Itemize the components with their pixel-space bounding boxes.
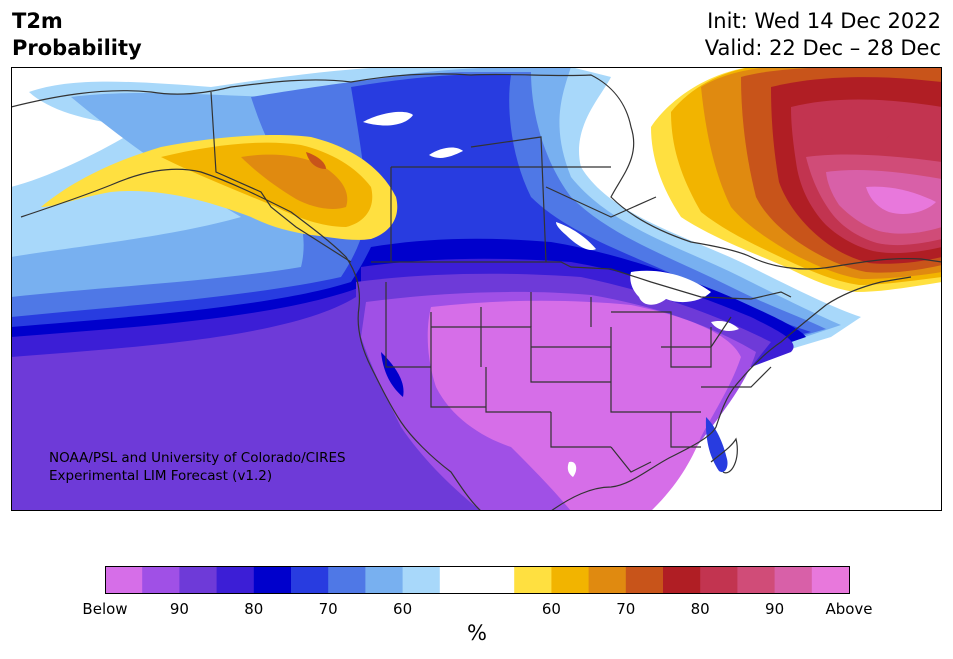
colorbar-swatch xyxy=(700,566,738,594)
credit-line-2: Experimental LIM Forecast (v1.2) xyxy=(49,468,273,484)
probability-map xyxy=(11,67,942,511)
colorbar-unit: % xyxy=(467,621,487,645)
colorbar-swatch xyxy=(514,566,552,594)
colorbar-swatch xyxy=(811,566,850,594)
below-normal-field xyxy=(11,67,861,511)
boundaries xyxy=(11,73,942,511)
map-title: T2m Probability xyxy=(12,8,142,62)
title-variable: T2m xyxy=(12,9,63,33)
colorbar-tick-label: 70 xyxy=(616,600,636,618)
colorbar-tick-label: 60 xyxy=(541,600,561,618)
colorbar-swatch xyxy=(774,566,813,594)
colorbar-tick-label: 90 xyxy=(169,600,189,618)
init-date: Init: Wed 14 Dec 2022 xyxy=(707,9,941,33)
colorbar-swatch xyxy=(142,566,180,594)
colorbar-swatch xyxy=(625,566,664,594)
above-normal-field-east xyxy=(651,67,942,292)
colorbar-tick-label: 90 xyxy=(765,600,785,618)
map-frame xyxy=(11,67,942,511)
colorbar-swatch xyxy=(402,566,441,594)
colorbar xyxy=(105,566,850,594)
colorbar-tick-label: 60 xyxy=(393,600,413,618)
lakes xyxy=(363,111,739,477)
colorbar-swatch xyxy=(291,566,329,594)
data-credit: NOAA/PSL and University of Colorado/CIRE… xyxy=(49,449,346,485)
colorbar-swatch xyxy=(439,566,478,594)
colorbar-swatch xyxy=(105,566,143,594)
colorbar-swatch xyxy=(253,566,292,594)
colorbar-swatch xyxy=(477,566,515,594)
colorbar-tick-label: Above xyxy=(825,600,873,618)
above-normal-field-west xyxy=(41,135,398,240)
forecast-dates: Init: Wed 14 Dec 2022 Valid: 22 Dec – 28… xyxy=(705,8,941,62)
colorbar-tick-label: Below xyxy=(82,600,128,618)
colorbar-tick-label: 80 xyxy=(690,600,710,618)
colorbar-swatch xyxy=(663,566,701,594)
colorbar-swatch xyxy=(179,566,218,594)
colorbar-swatch xyxy=(365,566,404,594)
colorbar-tick-label: 70 xyxy=(318,600,338,618)
title-quantity: Probability xyxy=(12,36,142,60)
colorbar-swatch xyxy=(216,566,255,594)
colorbar-swatch xyxy=(328,566,366,594)
colorbar-swatch xyxy=(737,566,776,594)
colorbar-swatch xyxy=(588,566,627,594)
credit-line-1: NOAA/PSL and University of Colorado/CIRE… xyxy=(49,450,346,466)
colorbar-frame xyxy=(105,566,850,594)
valid-range: Valid: 22 Dec – 28 Dec xyxy=(704,36,941,60)
colorbar-swatch xyxy=(551,566,590,594)
colorbar-tick-label: 80 xyxy=(244,600,264,618)
